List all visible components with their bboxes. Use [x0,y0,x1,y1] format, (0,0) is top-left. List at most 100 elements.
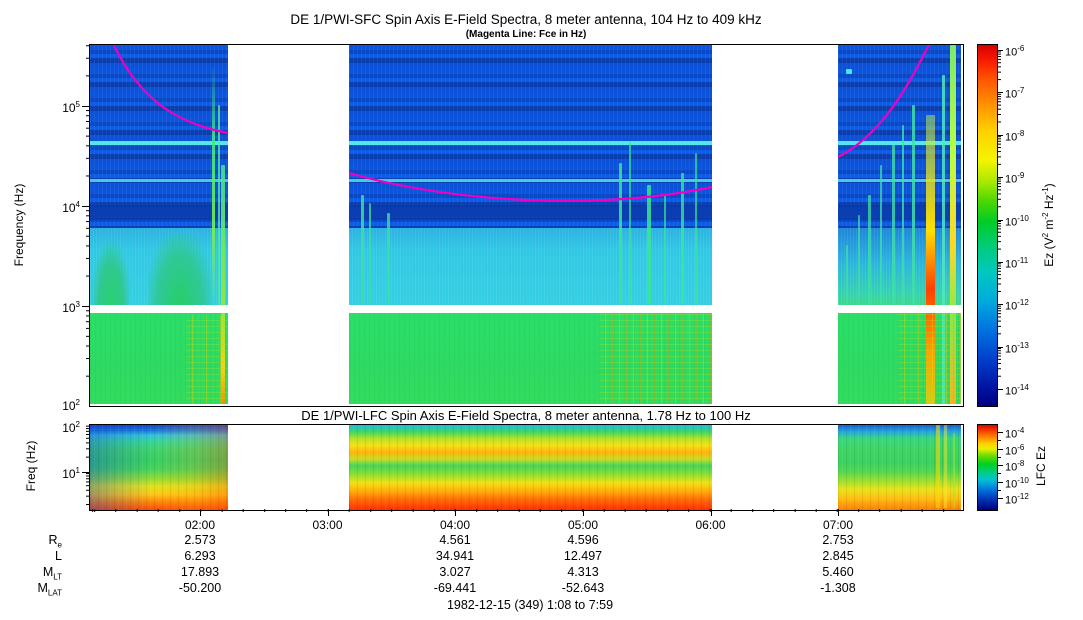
sfc-cb-tick: 10-10 [1005,213,1029,229]
cb-major-tick [997,347,1003,348]
spectral-streak [846,245,848,305]
lfc-title: DE 1/PWI-LFC Spin Axis E-Field Spectra, … [301,408,751,423]
spectral-streak [369,203,371,305]
lfc-ytick-1e1: 101 [62,466,80,481]
sfc-y-axis-label: Frequency (Hz) [12,183,26,267]
instrument-line [90,179,228,182]
spectral-streak [221,165,225,404]
ephemeris-value: 4.561 [439,533,471,547]
ephemeris-value: 2.753 [822,533,854,547]
sfc-cb-tick: 10-11 [1005,255,1029,271]
spectral-streak [619,163,622,305]
spectral-band-green [90,313,228,404]
time-label: 03:00 [312,518,343,532]
spectral-streak [695,153,697,305]
ephemeris-value: -69.441 [433,581,477,595]
spectral-band-separator [90,305,228,313]
cb-major-tick [997,92,1003,93]
time-label: 05:00 [567,518,599,532]
cb-major-tick [997,50,1003,51]
ephemeris-value: 2.573 [184,533,216,547]
sfc-subtitle: (Magenta Line: Fce in Hz) [465,29,587,40]
ephemeris-value: 34.941 [435,549,475,563]
date-range-footer: 1982-12-15 (349) 1:08 to 7:59 [446,598,614,612]
instrument-line [838,141,961,145]
lfc-spectrogram-panel [89,424,964,511]
sfc-cb-tick: 10-12 [1005,298,1029,313]
instrument-line [349,141,712,145]
spectral-streak [212,65,215,305]
spectral-streak [880,165,882,305]
cb-major-tick [997,220,1003,221]
cb-major-tick [997,304,1003,305]
ephemeris-value: 4.596 [567,533,599,547]
sfc-y-minor-ticks [86,45,90,377]
fce-line-overlay [112,45,931,202]
time-major-tick [583,509,584,516]
cb-major-tick [997,177,1003,178]
sfc-cb-tick: 10-13 [1005,340,1029,356]
ephemeris-row-label-mlat: MLAT [37,581,63,598]
spectral-streak [912,105,915,305]
gradient-overlay [90,425,228,510]
column-texture [90,425,228,510]
burst-speckle [599,313,712,404]
sfc-colorbar-label: Ez (V2 m-2 Hz-1) [1041,183,1056,267]
cb-major-tick [997,481,1003,483]
spectral-band-separator [349,305,712,313]
column-texture [838,425,961,510]
time-minor-ticks [90,509,962,512]
sfc-cb-tick: 10-8 [1005,128,1025,144]
sfc-cb-tick: 10-6 [1005,44,1025,59]
sfc-ytick-1e5: 105 [62,100,80,115]
lfc-cb-tick: 10-6 [1005,442,1025,458]
cb-major-tick [997,135,1003,136]
spectral-streak [858,215,860,305]
sfc-ytick-1e4: 104 [62,200,80,215]
ephemeris-value: -50.200 [178,581,222,595]
sfc-cb-tick: 10-7 [1005,86,1025,102]
ephemeris-value: 2.845 [822,549,854,563]
cb-major-tick [997,432,1003,433]
fce-line-segment-1 [112,45,229,135]
time-major-tick [327,509,329,516]
ephemeris-row-label-re: Re [48,533,62,550]
spectral-band-separator [838,305,961,313]
instrument-line [838,179,961,182]
spectral-streak [664,195,666,305]
sfc-colorbar-minor-ticks [997,51,1001,377]
burst-streak [950,45,956,404]
sfc-title: DE 1/PWI-SFC Spin Axis E-Field Spectra, … [290,12,762,27]
cb-major-tick [997,465,1003,466]
y-major-tick [82,472,90,473]
cb-minor-tick [997,456,1001,458]
time-label: 07:00 [822,518,854,532]
spectral-band-cyan [349,228,712,305]
time-label: 04:00 [439,518,471,532]
cb-minor-tick [997,473,1001,475]
spectral-streak [647,185,651,305]
lfc-y-minor-ticks [86,425,90,506]
lfc-data-segment-2 [349,425,712,510]
sfc-ytick-1e3: 103 [62,300,80,315]
ephemeris-value: -1.308 [820,581,856,595]
time-major-tick [200,509,201,516]
y-major-tick [82,106,90,107]
burst-speckle [898,313,961,404]
ephemeris-value: 5.460 [822,565,854,579]
lfc-cb-tick: 10-12 [1005,492,1029,507]
spectral-streak [681,173,684,305]
lfc-ytick-1e2: 102 [62,420,80,435]
spectral-streak [218,105,220,305]
burst-streak [944,425,947,508]
lfc-cb-tick: 10-10 [1005,475,1029,491]
sfc-data-segment-3 [838,45,961,406]
lfc-data-segment-3 [838,425,961,510]
ephemeris-value: 6.293 [184,549,216,563]
lfc-cb-tick: 10-4 [1005,426,1025,441]
emission-dot [846,69,852,74]
y-major-tick [82,306,90,307]
sfc-cb-tick: 10-9 [1005,171,1025,186]
lfc-cb-tick: 10-8 [1005,459,1025,474]
